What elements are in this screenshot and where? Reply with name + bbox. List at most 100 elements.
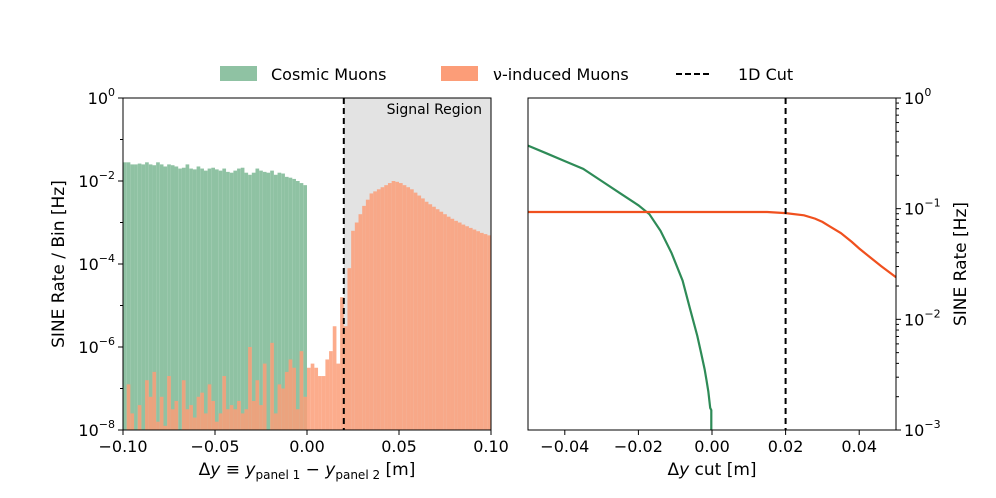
- neutrino-bar-29: [229, 405, 234, 430]
- neutrino-bar-63: [354, 222, 359, 430]
- neutrino-bar-32: [240, 413, 245, 430]
- right-y-ticks: 100 10−1 10−2 10−3: [896, 86, 941, 440]
- x-label-y: y: [209, 460, 221, 480]
- neutrino-bar-18: [189, 405, 193, 430]
- neutrino-bar-90: [454, 220, 458, 430]
- right-xtick-label-2: 0.00: [694, 437, 730, 456]
- x-label-y2: y: [324, 460, 336, 480]
- neutrino-bar-59: [340, 297, 344, 430]
- right-ytick-label-2: 10−2: [904, 307, 941, 329]
- left-bars: [123, 162, 491, 431]
- neutrino-bar-21: [200, 392, 204, 430]
- neutrino-bar-1: [126, 384, 131, 430]
- cosmic-bar-23: [207, 168, 212, 431]
- cosmic-bar-35: [251, 172, 256, 430]
- cosmic-bar-5: [141, 164, 146, 430]
- neutrino-bar-67: [369, 193, 374, 430]
- neutrino-bar-22: [203, 413, 208, 430]
- neutrino-bar-56: [329, 351, 333, 430]
- neutrino-bar-79: [413, 192, 418, 430]
- cosmic-bar-4: [137, 163, 142, 430]
- cosmic-bar-47: [295, 181, 300, 430]
- cosmic-bar-17: [185, 164, 190, 430]
- right-xtick-label-3: 0.02: [768, 437, 804, 456]
- right-lines: [527, 144, 897, 430]
- left-xtick-label-4: 0.10: [473, 437, 509, 456]
- cosmic-bar-30: [233, 170, 238, 430]
- neutrino-bar-19: [192, 417, 197, 430]
- neutrino-bar-7: [148, 396, 153, 430]
- x-label-sub2: panel 2: [335, 468, 380, 482]
- cosmic-bar-2: [130, 164, 135, 430]
- neutrino-bar-93: [465, 226, 469, 430]
- neutrino-bar-24: [211, 400, 215, 430]
- x-label-sub1: panel 1: [255, 468, 300, 482]
- cosmic-bar-44: [284, 176, 289, 430]
- right-plot-frame: [527, 97, 897, 431]
- neutrino-bar-70: [380, 187, 385, 430]
- cosmic-bar-22: [203, 170, 208, 430]
- legend: Cosmic Muons ν-induced Muons 1D Cut: [220, 65, 793, 84]
- neutrino-bar-55: [325, 359, 330, 430]
- cosmic-bar-10: [159, 164, 164, 430]
- neutrino-bar-71: [384, 185, 388, 430]
- cosmic-bar-46: [292, 178, 296, 430]
- rx-label-delta: Δ: [667, 460, 679, 480]
- neutrino-rate-line: [528, 210, 897, 279]
- x-label-equiv: ≡: [220, 460, 245, 480]
- neutrino-bar-62: [351, 230, 355, 430]
- cosmic-bar-42: [277, 172, 282, 430]
- neutrino-bar-46: [292, 367, 296, 430]
- cosmic-bar-36: [255, 168, 260, 431]
- neutrino-bar-77: [406, 187, 411, 430]
- neutrino-bar-64: [358, 214, 363, 430]
- cosmic-bar-39: [266, 172, 271, 430]
- neutrino-bar-28: [226, 409, 230, 430]
- neutrino-bar-96: [476, 231, 480, 430]
- neutrino-bar-60: [343, 326, 348, 430]
- neutrino-bar-2: [130, 413, 135, 430]
- neutrino-bar-99: [487, 235, 491, 430]
- cosmic-bar-15: [178, 168, 182, 431]
- neutrino-bar-75: [399, 183, 403, 430]
- left-xtick-label-2: 0.00: [289, 437, 325, 456]
- neutrino-bar-51: [310, 363, 315, 430]
- neutrino-bar-41: [273, 413, 278, 430]
- cosmic-bar-28: [226, 171, 230, 430]
- left-y-ticks: 100 10−2 10−4 10−6 10−8: [78, 86, 123, 440]
- neutrino-bar-76: [402, 185, 407, 430]
- left-histogram-panel: Signal Region −0.10 −0.05 0.00 0.05 0.10 100…: [49, 86, 509, 482]
- neutrino-bar-94: [468, 227, 473, 430]
- cosmic-bar-24: [211, 167, 215, 430]
- neutrino-bar-89: [450, 218, 455, 430]
- neutrino-bar-40: [270, 342, 274, 430]
- neutrino-bar-30: [233, 409, 238, 430]
- neutrino-bar-16: [181, 380, 186, 430]
- neutrino-bar-50: [307, 367, 311, 430]
- cosmic-bar-43: [281, 173, 285, 430]
- right-xtick-label-4: 0.04: [841, 437, 877, 456]
- neutrino-bar-36: [255, 380, 260, 430]
- legend-patch-neutrino: [441, 66, 478, 81]
- legend-patch-cosmic: [220, 66, 257, 81]
- left-xtick-label-3: 0.05: [381, 437, 417, 456]
- cosmic-bar-38: [262, 171, 267, 430]
- neutrino-bar-66: [365, 199, 370, 430]
- left-ytick-label-4: 10−8: [78, 418, 115, 440]
- legend-label-cut: 1D Cut: [738, 65, 793, 84]
- cosmic-bar-31: [237, 168, 241, 431]
- neutrino-bar-68: [373, 191, 377, 430]
- cosmic-bar-49: [303, 185, 307, 430]
- x-label-minus: −: [300, 460, 325, 480]
- right-ytick-label-3: 10−3: [904, 418, 941, 440]
- left-x-ticks: −0.10 −0.05 0.00 0.05 0.10: [98, 430, 509, 456]
- neutrino-bar-34: [248, 347, 252, 430]
- neutrino-bar-61: [347, 268, 352, 430]
- cosmic-bar-9: [156, 162, 160, 430]
- neutrino-bar-53: [318, 376, 322, 430]
- neutrino-bar-87: [443, 214, 447, 430]
- neutrino-bar-91: [457, 222, 462, 430]
- neutrino-bar-52: [314, 367, 319, 430]
- neutrino-bar-42: [277, 384, 282, 430]
